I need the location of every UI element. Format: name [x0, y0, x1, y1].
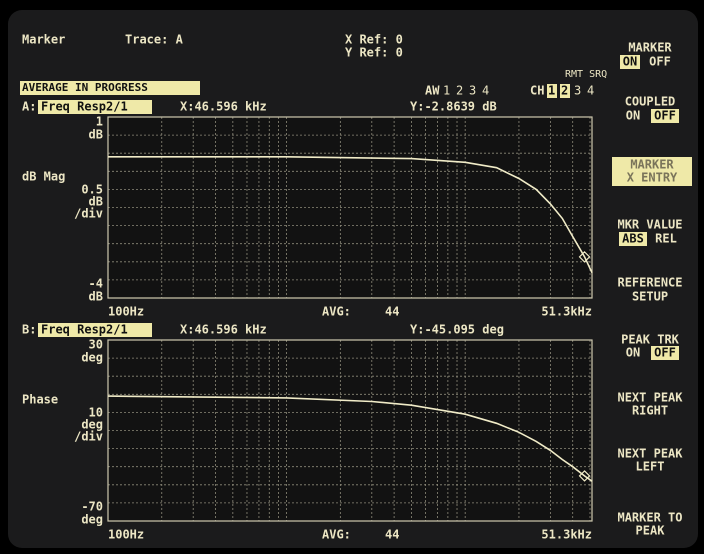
softkey-label[interactable]: PEAK TRK	[621, 333, 680, 347]
status: AVERAGE IN PROGRESS	[22, 81, 148, 94]
softkey-option[interactable]: ABS	[622, 232, 644, 246]
softkey-option[interactable]: OFF	[649, 55, 671, 69]
y-min-label: -4	[89, 277, 103, 291]
rmt-srq: RMT SRQ	[565, 69, 607, 80]
ch-item: 1	[548, 84, 555, 98]
mode: Marker	[22, 33, 65, 47]
y-unit: dB	[89, 290, 103, 304]
y-axis-title: Phase	[22, 393, 58, 407]
softkey-label[interactable]: NEXT PEAK	[617, 447, 683, 461]
softkey-label[interactable]: MKR VALUE	[617, 218, 682, 232]
trace-label: Trace: A	[125, 33, 184, 47]
softkey-option[interactable]: OFF	[654, 346, 676, 360]
softkey-option[interactable]: OFF	[654, 109, 676, 123]
panel-name: Freq Resp2/1	[41, 323, 128, 337]
y-unit: deg	[81, 351, 103, 365]
marker-y-readout: Y:-2.8639 dB	[410, 100, 497, 114]
softkey-label[interactable]: RIGHT	[632, 404, 668, 418]
avg-label: AVG:	[322, 305, 351, 319]
avg-label: AVG:	[322, 528, 351, 542]
scale-suffix: /div	[74, 207, 103, 221]
aw-item: 4	[482, 84, 489, 98]
softkey-label[interactable]: MARKER TO	[617, 511, 682, 525]
panel-id: A:	[22, 100, 36, 114]
marker-y-readout: Y:-45.095 deg	[410, 323, 504, 337]
y-min-label: -70	[81, 500, 103, 514]
y-unit: deg	[81, 513, 103, 527]
softkey-label[interactable]: COUPLED	[625, 95, 676, 109]
x-min-label: 100Hz	[108, 305, 144, 319]
y-ref: Y Ref: 0	[345, 46, 403, 60]
aw-item: 2	[456, 84, 463, 98]
scale-suffix: /div	[74, 430, 103, 444]
x-min-label: 100Hz	[108, 528, 144, 542]
panel-name: Freq Resp2/1	[41, 100, 128, 114]
body: Marker Trace: A X Ref: 0 Y Ref: 0 AVERAG…	[0, 0, 704, 554]
panel-id: B:	[22, 323, 36, 337]
ch-label: CH	[530, 84, 544, 98]
aw-item: 1	[443, 84, 450, 98]
softkey-label[interactable]: SETUP	[632, 290, 668, 304]
y-max-label: 30	[89, 338, 103, 352]
softkey-option[interactable]: ON	[626, 346, 640, 360]
softkey-label[interactable]: LEFT	[636, 460, 665, 474]
avg-count: 44	[385, 528, 399, 542]
softkey-label[interactable]: NEXT PEAK	[617, 391, 683, 405]
page: {"header": {"marker": "Marker", "trace":…	[0, 0, 704, 554]
y-axis-title: dB Mag	[22, 170, 65, 184]
softkey-option[interactable]: ON	[626, 109, 640, 123]
softkey-label[interactable]: PEAK	[636, 524, 666, 538]
ch-item: 3	[574, 84, 581, 98]
softkey-label[interactable]: X ENTRY	[627, 171, 678, 185]
softkey-label[interactable]: MARKER	[628, 41, 672, 55]
avg-count: 44	[385, 305, 399, 319]
marker-x-readout: X:46.596 kHz	[180, 100, 267, 114]
softkey-label[interactable]: MARKER	[630, 158, 674, 172]
softkey-option[interactable]: ON	[623, 55, 637, 69]
y-max-label: 1	[96, 115, 103, 129]
marker-x-readout: X:46.596 kHz	[180, 323, 267, 337]
screen: Marker Trace: A X Ref: 0 Y Ref: 0 AVERAG…	[0, 0, 704, 554]
x-ref: X Ref: 0	[345, 33, 403, 47]
x-max-label: 51.3kHz	[541, 305, 592, 319]
y-unit: dB	[89, 128, 103, 142]
softkey-label[interactable]: REFERENCE	[617, 276, 682, 290]
aw-label: AW	[425, 84, 440, 98]
x-max-label: 51.3kHz	[541, 528, 592, 542]
aw-item: 3	[469, 84, 476, 98]
ch-item: 4	[587, 84, 594, 98]
ch-item: 2	[561, 84, 568, 98]
softkey-option[interactable]: REL	[655, 232, 677, 246]
